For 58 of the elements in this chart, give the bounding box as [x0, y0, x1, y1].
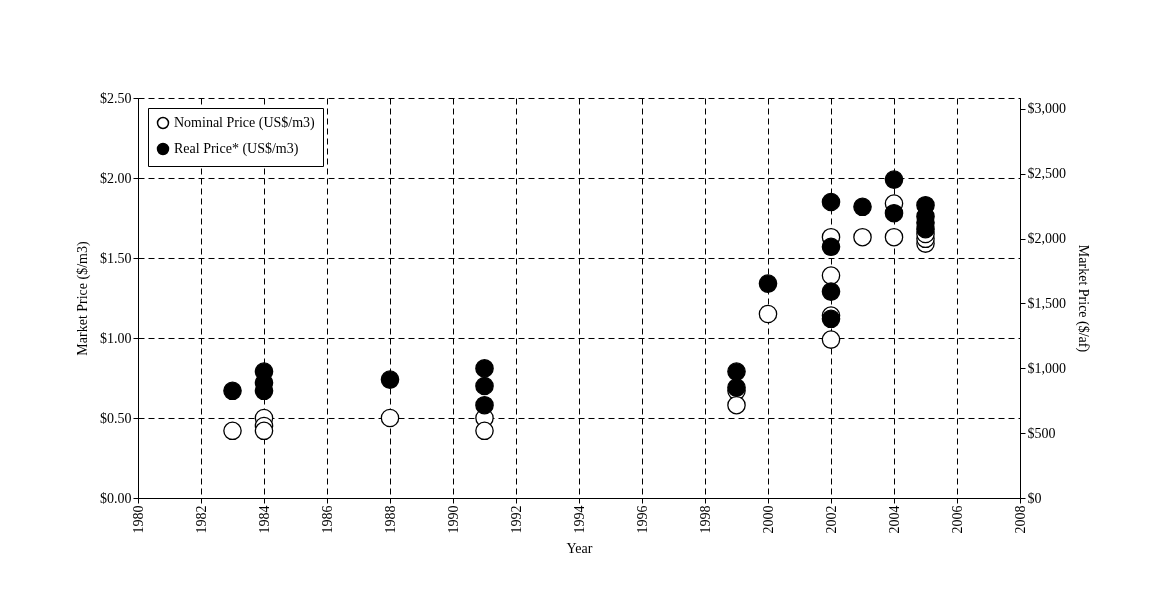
y2-tick-label: $2,500: [1027, 166, 1066, 182]
x-tick-label: 2006: [949, 505, 965, 534]
y2-tick-label: $3,000: [1027, 101, 1066, 117]
point: [758, 274, 778, 293]
y2-tick-label: $500: [1027, 425, 1056, 441]
y2-tick-label: $1,500: [1027, 295, 1066, 311]
x-axis-title: Year: [566, 540, 593, 556]
x-tick-label: 1996: [634, 505, 650, 534]
point: [821, 330, 841, 349]
y-tick-label: $1.50: [100, 250, 132, 266]
x-tick-label: 1988: [382, 505, 398, 534]
x-tick-label: 2000: [760, 505, 776, 534]
point: [727, 362, 746, 381]
point: [884, 227, 904, 247]
x-tick-label: 1982: [193, 505, 209, 534]
point: [380, 370, 400, 389]
y2-tick-label: $0: [1027, 490, 1042, 506]
x-tick-label: 1992: [508, 505, 524, 534]
point: [475, 359, 494, 378]
y2-axis-title: Market Price ($/af): [1075, 244, 1091, 353]
x-tick-label: 1980: [130, 505, 146, 534]
x-tick-label: 1984: [256, 505, 272, 534]
point: [380, 408, 400, 428]
y-tick-label: $0.00: [100, 490, 132, 506]
legend-label: Nominal Price (US$/m3): [174, 115, 316, 131]
x-tick-label: 1986: [319, 505, 335, 534]
point: [475, 395, 494, 415]
y2-tick-label: $1,000: [1027, 360, 1066, 376]
y2-tick-label: $2,000: [1027, 231, 1066, 247]
y-tick-label: $2.00: [100, 170, 132, 186]
point: [223, 421, 242, 441]
point: [821, 266, 841, 285]
point: [254, 421, 274, 441]
point: [853, 197, 872, 217]
x-tick-label: 1998: [697, 505, 713, 534]
point: [475, 376, 494, 396]
point: [727, 378, 746, 397]
x-tick-label: 2002: [823, 505, 839, 534]
point: [853, 227, 872, 247]
point: [884, 203, 904, 223]
y-tick-label: $1.00: [100, 330, 132, 346]
y-tick-label: $0.50: [100, 410, 132, 426]
point: [475, 421, 494, 441]
point: [758, 304, 778, 324]
point: [821, 192, 841, 212]
y-tick-label: $2.50: [100, 90, 132, 106]
point: [821, 237, 841, 257]
point: [223, 381, 242, 401]
point: [727, 395, 746, 415]
x-tick-label: 2008: [1012, 505, 1028, 534]
point: [884, 170, 904, 189]
y-axis-title: Market Price ($/m3): [75, 241, 91, 356]
point: [821, 282, 841, 301]
legend-label: Real Price* (US$/m3): [174, 141, 299, 157]
point: [821, 309, 841, 329]
x-tick-label: 1990: [445, 505, 461, 534]
x-tick-label: 2004: [886, 505, 902, 534]
x-tick-label: 1994: [571, 505, 587, 534]
